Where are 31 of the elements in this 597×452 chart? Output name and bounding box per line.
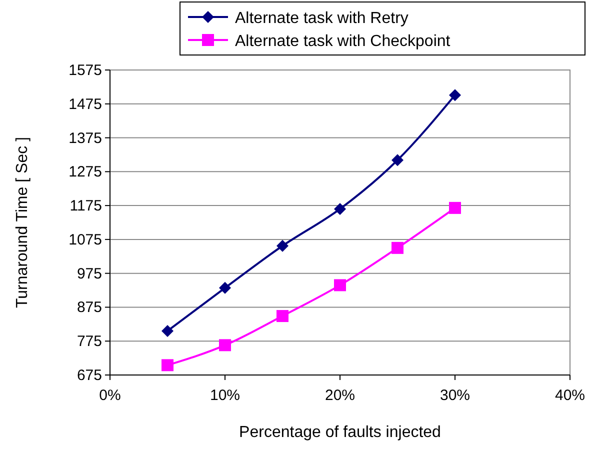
point [276, 240, 288, 252]
y-tick-label: 1475 [68, 96, 102, 113]
x-tick-label: 30% [440, 387, 470, 404]
x-tick-label: 20% [324, 387, 356, 404]
x-axis-title: Percentage of faults injected [239, 424, 441, 441]
point [162, 324, 174, 337]
y-tick-label: 975 [76, 265, 102, 282]
y-tick-label: 675 [76, 367, 102, 384]
legend-label: Alternate task with Retry [235, 10, 408, 27]
y-tick-label: 875 [76, 299, 102, 316]
y-tick-label: 1275 [68, 164, 102, 181]
point [219, 282, 231, 294]
y-axis-title: Turnaround Time [ Sec ] [14, 136, 31, 308]
y-tick-label: 1075 [68, 231, 102, 248]
x-tick-label: 0% [99, 387, 121, 404]
point [334, 279, 346, 292]
y-tick-label: 1175 [70, 198, 102, 215]
y-tick-label: 775 [76, 333, 102, 350]
x-tick-label: 10% [210, 387, 240, 404]
legend-label: Alternate task with Checkpoint [235, 33, 451, 50]
point [392, 242, 404, 254]
point [449, 202, 461, 214]
y-tick-label: 1575 [68, 62, 102, 79]
x-tick-label: 40% [554, 387, 586, 404]
point [334, 202, 346, 215]
point [162, 359, 174, 372]
point [219, 339, 231, 352]
point [276, 310, 288, 322]
point [449, 89, 461, 102]
point [392, 154, 404, 166]
y-tick-label: 1375 [68, 130, 102, 147]
